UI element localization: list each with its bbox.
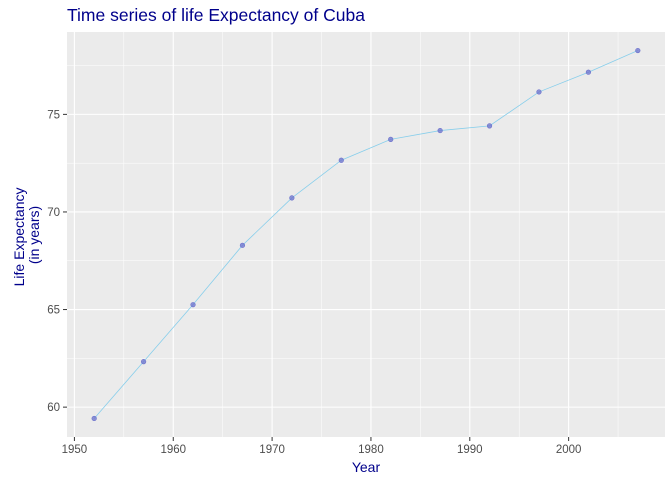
major-gridlines (67, 32, 665, 437)
data-point (239, 242, 246, 248)
x-tick-label: 2000 (556, 444, 582, 456)
data-points (91, 47, 641, 422)
series-line (93, 50, 638, 419)
plot-panel (67, 32, 665, 437)
data-point (388, 136, 394, 142)
x-tick-label: 1990 (457, 444, 483, 456)
data-point (585, 69, 591, 75)
y-tick-label: 75 (47, 109, 60, 121)
y-axis-ticks: 60 65 70 75 (47, 109, 67, 414)
y-axis-title: Life Expectancy (in years) (11, 184, 42, 287)
data-point (289, 195, 295, 201)
x-axis-title: Year (352, 459, 381, 475)
y-tick-label: 65 (47, 305, 60, 317)
data-point (437, 127, 443, 134)
data-point (536, 89, 542, 95)
x-tick-label: 1960 (160, 444, 186, 456)
y-tick-label: 70 (47, 207, 60, 219)
x-axis-ticks: 1950 1960 1970 1980 1990 2000 (62, 437, 582, 456)
chart-title: Time series of life Expectancy of Cuba (67, 5, 365, 25)
data-point (91, 415, 97, 422)
data-point (635, 47, 641, 54)
x-tick-label: 1950 (62, 444, 88, 456)
x-tick-label: 1980 (358, 444, 384, 456)
data-point (190, 302, 196, 308)
y-axis-title-line-2: (in years) (26, 206, 42, 264)
data-point (141, 359, 147, 365)
data-point (338, 157, 344, 163)
minor-gridlines (67, 32, 665, 437)
data-point (486, 123, 493, 129)
y-tick-label: 60 (47, 402, 60, 414)
x-tick-label: 1970 (259, 444, 285, 456)
y-axis-title-line-1: Life Expectancy (11, 188, 27, 287)
